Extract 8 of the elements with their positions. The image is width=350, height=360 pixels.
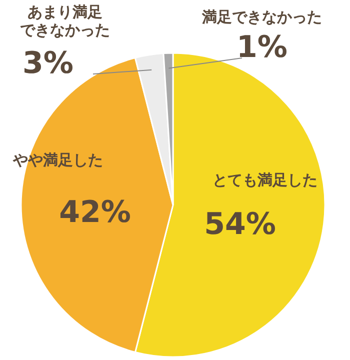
slice-label: とても満足した <box>212 171 318 189</box>
data-label: 1% <box>236 30 288 65</box>
data-label: 3% <box>22 46 74 81</box>
slice-label: あまり満足できなかった <box>20 3 110 39</box>
slice-label: やや満足した <box>12 151 103 169</box>
data-label: 42% <box>59 195 131 230</box>
data-label: 54% <box>204 207 276 242</box>
slice-label: 満足できなかった <box>201 8 322 26</box>
